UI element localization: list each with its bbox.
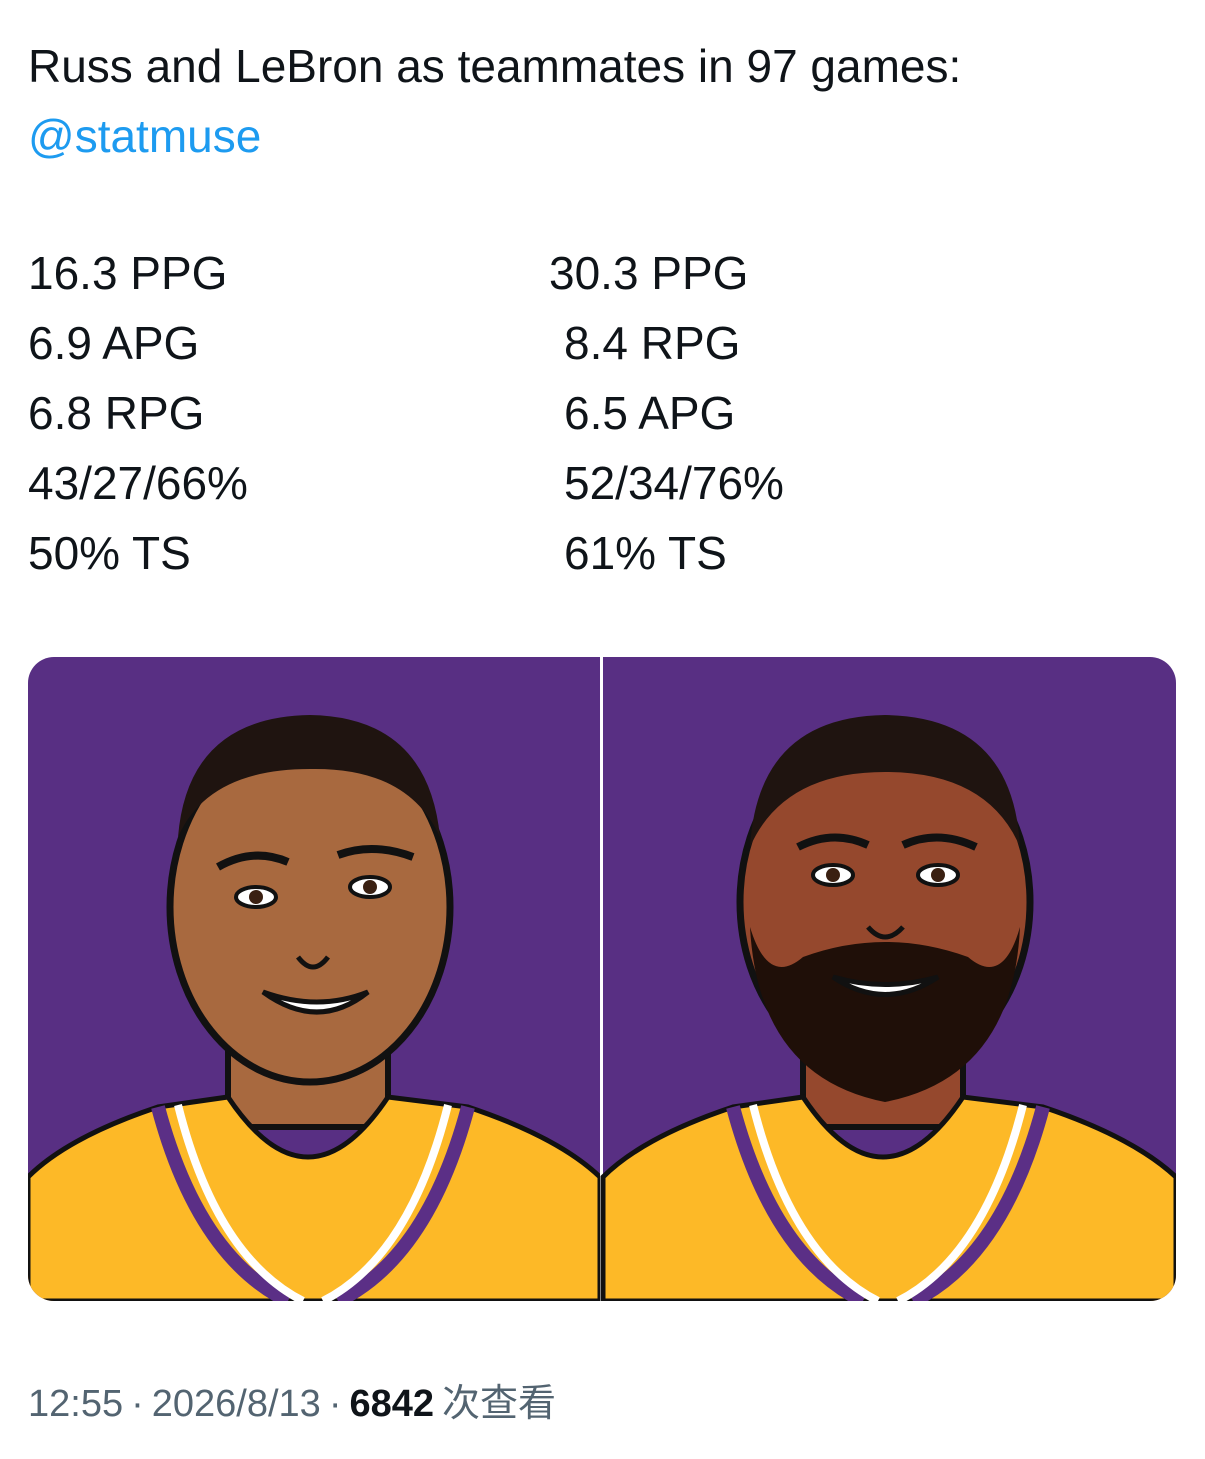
- jersey-trim: [749, 1104, 880, 1301]
- stat-line: 52/34/76%: [564, 457, 784, 509]
- separator: ·: [328, 1383, 342, 1425]
- time: 12:55: [28, 1383, 124, 1425]
- nose: [296, 955, 330, 970]
- jersey-trim: [321, 1104, 452, 1301]
- jersey-trim: [334, 1105, 475, 1301]
- stat-line: 50% TS: [28, 527, 191, 579]
- tweet-text: Russ and LeBron as teammates in 97 games…: [28, 40, 962, 92]
- pupil: [931, 868, 945, 882]
- mention-link[interactable]: @statmuse: [28, 110, 262, 162]
- media-image[interactable]: [28, 657, 1176, 1301]
- divider: [600, 657, 603, 1301]
- pupil: [363, 880, 377, 894]
- jersey-trim: [726, 1105, 867, 1301]
- eyebrows: [796, 833, 978, 851]
- beard: [750, 927, 1020, 1102]
- tweet-footer: 12:55 · 2026/8/13 · 6842 次查看: [28, 1380, 564, 1428]
- jersey-trim: [174, 1104, 305, 1301]
- jersey-trim: [151, 1105, 292, 1301]
- stat-line: 8.4 RPG: [564, 317, 741, 369]
- stat-line: 30.3 PPG: [549, 247, 749, 299]
- player-right-illustration: [600, 715, 1176, 1301]
- nose: [866, 925, 905, 940]
- pupil: [826, 868, 840, 882]
- mouth: [831, 974, 940, 997]
- mouth: [261, 989, 370, 1015]
- eyebrows: [216, 844, 415, 871]
- stat-line: 16.3 PPG: [28, 247, 228, 299]
- stat-line: 6.8 RPG: [28, 387, 205, 439]
- player-left-illustration: [28, 715, 603, 1301]
- stat-line: 6.9 APG: [28, 317, 200, 369]
- separator: ·: [131, 1383, 144, 1425]
- date: 2026/8/13: [151, 1383, 321, 1425]
- stat-line: 43/27/66%: [28, 457, 248, 509]
- jersey-trim: [909, 1105, 1050, 1301]
- pupil: [249, 890, 263, 904]
- hair: [178, 715, 440, 837]
- view-count: 6842: [349, 1383, 435, 1425]
- stat-line: 61% TS: [564, 527, 727, 579]
- jersey-trim: [896, 1104, 1027, 1301]
- views-label: 次查看: [442, 1383, 557, 1425]
- stat-line: 6.5 APG: [564, 387, 736, 439]
- hair: [750, 715, 1020, 847]
